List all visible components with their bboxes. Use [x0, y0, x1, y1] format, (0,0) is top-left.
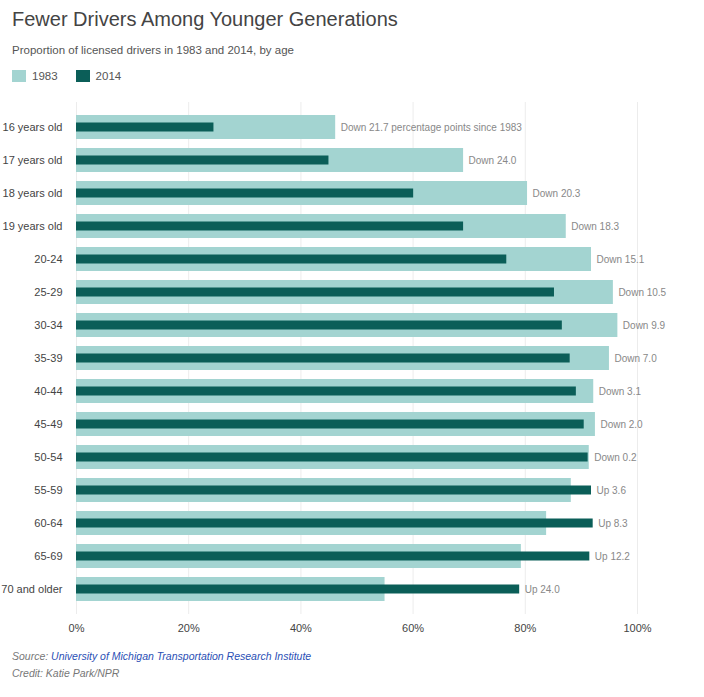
svg-text:Up 3.6: Up 3.6 — [596, 485, 626, 496]
html-text:Proportion of licensed drivers: Proportion of licensed drivers in 1983 a… — [12, 44, 294, 56]
svg-text:Up 24.0: Up 24.0 — [525, 584, 560, 595]
svg-text:Down 21.7 percentage points si: Down 21.7 percentage points since 1983 — [341, 122, 523, 133]
svg-text:17 years old: 17 years old — [3, 154, 63, 166]
html-text:2014: 2014 — [95, 70, 122, 82]
html-text:1983: 1983 — [32, 70, 58, 82]
svg-text:Up 8.3: Up 8.3 — [598, 518, 628, 529]
svg-text:40-44: 40-44 — [34, 385, 62, 397]
html-text:Source: University of Michigan: Source: University of Michigan Transport… — [12, 650, 312, 662]
svg-text:20%: 20% — [178, 622, 200, 634]
svg-text:35-39: 35-39 — [34, 352, 62, 364]
svg-text:60%: 60% — [402, 622, 424, 634]
svg-text:70 and older: 70 and older — [1, 583, 62, 595]
svg-text:100%: 100% — [623, 622, 651, 634]
svg-text:Down 24.0: Down 24.0 — [469, 155, 517, 166]
svg-text:20-24: 20-24 — [34, 253, 62, 265]
svg-text:25-29: 25-29 — [34, 286, 62, 298]
svg-text:Down 15.1: Down 15.1 — [596, 254, 644, 265]
svg-text:16 years old: 16 years old — [3, 121, 63, 133]
html-text:Fewer Drivers Among Younger Ge: Fewer Drivers Among Younger Generations — [12, 8, 398, 30]
svg-text:Down 7.0: Down 7.0 — [614, 353, 657, 364]
svg-text:Up 12.2: Up 12.2 — [595, 551, 630, 562]
svg-text:40%: 40% — [290, 622, 312, 634]
svg-text:0%: 0% — [69, 622, 85, 634]
svg-text:19 years old: 19 years old — [3, 220, 63, 232]
svg-text:60-64: 60-64 — [34, 517, 62, 529]
svg-text:Down 10.5: Down 10.5 — [618, 287, 666, 298]
svg-text:Down 9.9: Down 9.9 — [623, 320, 666, 331]
svg-text:55-59: 55-59 — [34, 484, 62, 496]
svg-text:45-49: 45-49 — [34, 418, 62, 430]
svg-text:Down 18.3: Down 18.3 — [571, 221, 619, 232]
svg-text:Down 3.1: Down 3.1 — [599, 386, 642, 397]
svg-text:50-54: 50-54 — [34, 451, 62, 463]
svg-text:Down 0.2: Down 0.2 — [594, 452, 637, 463]
html-text:Credit: Katie Park/NPR: Credit: Katie Park/NPR — [12, 667, 120, 679]
svg-text:65-69: 65-69 — [34, 550, 62, 562]
svg-text:18 years old: 18 years old — [3, 187, 63, 199]
svg-text:Down 20.3: Down 20.3 — [533, 188, 581, 199]
svg-text:80%: 80% — [514, 622, 536, 634]
svg-text:30-34: 30-34 — [34, 319, 62, 331]
svg-text:Down 2.0: Down 2.0 — [600, 419, 643, 430]
